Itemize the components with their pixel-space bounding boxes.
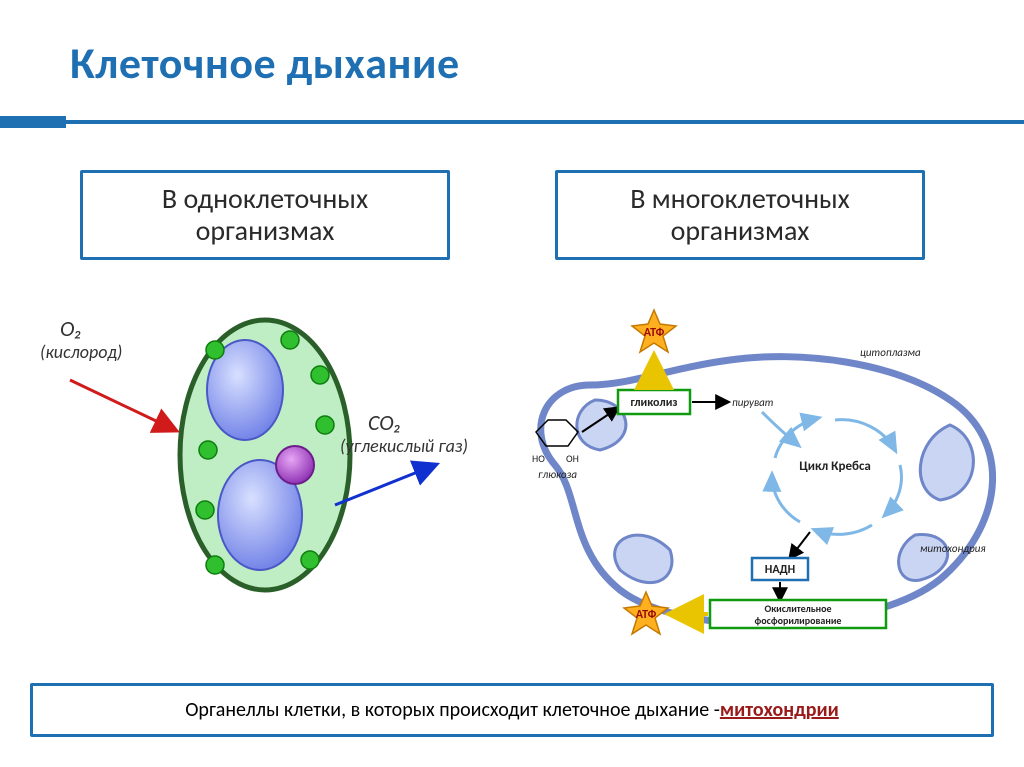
rule-line xyxy=(66,120,1024,124)
category-box-multicellular: В многоклеточных организмах xyxy=(555,170,925,260)
krebs-label-1: Цикл Кребса xyxy=(799,459,871,474)
category-box-unicellular: В одноклеточных организмах xyxy=(80,170,450,260)
cytoplasm-label: цитоплазма xyxy=(860,346,921,359)
co2-sublabel: (углекислый газ) xyxy=(340,435,468,457)
glucose-label: глюкоза xyxy=(538,468,577,481)
o2-label: O₂ xyxy=(60,315,82,342)
atp-star-top: АТФ xyxy=(632,310,676,352)
page-title: Клеточное дыхание xyxy=(70,36,460,90)
mitochondrion-label: митохондрия xyxy=(920,542,986,555)
o2-sublabel: (кислород) xyxy=(40,341,122,363)
footer-emphasis: митохондрии xyxy=(720,698,839,722)
rule-accent xyxy=(0,116,66,128)
svg-text:АТФ: АТФ xyxy=(636,608,657,622)
svg-text:АТФ: АТФ xyxy=(644,326,665,340)
diagram-mitochondrion: Цикл Кребса HO OH глюкоза гликолиз АТФ п… xyxy=(500,290,1020,640)
nucleus xyxy=(276,446,314,484)
co2-label: CO₂ xyxy=(368,409,401,436)
arrow-o2-in xyxy=(70,380,175,430)
footer-caption: Органеллы клетки, в которых происходит к… xyxy=(30,683,994,737)
footer-text: Органеллы клетки, в которых происходит к… xyxy=(185,698,720,722)
svg-text:OH: OH xyxy=(566,452,579,465)
glycolysis-label: гликолиз xyxy=(630,396,677,410)
pyruvate-label: пируват xyxy=(732,396,774,409)
oxphos-label-2: фосфорилирование xyxy=(755,614,842,627)
title-rule xyxy=(0,112,1024,130)
svg-text:HO: HO xyxy=(532,452,545,465)
diagram-unicellular: O₂ (кислород) CO₂ (углекислый газ) xyxy=(40,300,480,610)
nadh-label: НАДН xyxy=(765,563,796,577)
